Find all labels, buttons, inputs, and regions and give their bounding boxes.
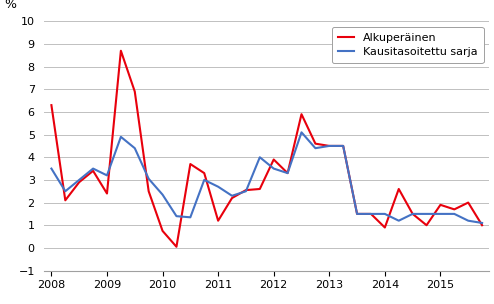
Kausitasoitettu sarja xyxy=(173,214,179,218)
Alkuperäinen xyxy=(438,203,444,207)
Alkuperäinen xyxy=(410,212,415,216)
Alkuperäinen xyxy=(479,223,485,227)
Text: %: % xyxy=(4,0,16,11)
Kausitasoitettu sarja xyxy=(160,193,165,196)
Alkuperäinen xyxy=(132,90,138,93)
Alkuperäinen xyxy=(118,49,124,53)
Alkuperäinen xyxy=(76,180,82,184)
Kausitasoitettu sarja xyxy=(62,189,68,193)
Alkuperäinen xyxy=(396,187,402,191)
Legend: Alkuperäinen, Kausitasoitettu sarja: Alkuperäinen, Kausitasoitettu sarja xyxy=(332,27,484,63)
Alkuperäinen xyxy=(187,162,193,166)
Line: Alkuperäinen: Alkuperäinen xyxy=(51,51,482,247)
Kausitasoitettu sarja xyxy=(438,212,444,216)
Kausitasoitettu sarja xyxy=(215,185,221,188)
Alkuperäinen xyxy=(257,187,263,191)
Alkuperäinen xyxy=(271,158,277,161)
Kausitasoitettu sarja xyxy=(201,178,207,182)
Kausitasoitettu sarja xyxy=(479,221,485,225)
Kausitasoitettu sarja xyxy=(327,144,332,148)
Kausitasoitettu sarja xyxy=(132,146,138,150)
Kausitasoitettu sarja xyxy=(271,167,277,171)
Kausitasoitettu sarja xyxy=(382,212,388,216)
Kausitasoitettu sarja xyxy=(465,219,471,223)
Alkuperäinen xyxy=(368,212,374,216)
Kausitasoitettu sarja xyxy=(257,155,263,159)
Kausitasoitettu sarja xyxy=(285,171,290,175)
Alkuperäinen xyxy=(327,144,332,148)
Kausitasoitettu sarja xyxy=(187,216,193,219)
Alkuperäinen xyxy=(160,229,165,233)
Kausitasoitettu sarja xyxy=(76,178,82,182)
Kausitasoitettu sarja xyxy=(243,189,249,193)
Alkuperäinen xyxy=(382,226,388,229)
Alkuperäinen xyxy=(465,201,471,204)
Alkuperäinen xyxy=(90,169,96,173)
Kausitasoitettu sarja xyxy=(104,174,110,177)
Alkuperäinen xyxy=(243,188,249,192)
Kausitasoitettu sarja xyxy=(90,167,96,171)
Alkuperäinen xyxy=(173,245,179,249)
Kausitasoitettu sarja xyxy=(312,146,318,150)
Kausitasoitettu sarja xyxy=(368,212,374,216)
Kausitasoitettu sarja xyxy=(229,194,235,198)
Kausitasoitettu sarja xyxy=(354,212,360,216)
Kausitasoitettu sarja xyxy=(410,212,415,216)
Kausitasoitettu sarja xyxy=(340,144,346,148)
Alkuperäinen xyxy=(215,219,221,223)
Kausitasoitettu sarja xyxy=(452,212,457,216)
Alkuperäinen xyxy=(201,171,207,175)
Alkuperäinen xyxy=(62,199,68,202)
Kausitasoitettu sarja xyxy=(146,177,152,181)
Kausitasoitettu sarja xyxy=(298,130,304,134)
Alkuperäinen xyxy=(146,189,152,193)
Alkuperäinen xyxy=(312,142,318,146)
Alkuperäinen xyxy=(104,192,110,195)
Alkuperäinen xyxy=(354,212,360,216)
Alkuperäinen xyxy=(340,144,346,148)
Alkuperäinen xyxy=(285,171,290,175)
Kausitasoitettu sarja xyxy=(423,212,429,216)
Alkuperäinen xyxy=(452,208,457,211)
Kausitasoitettu sarja xyxy=(118,135,124,139)
Alkuperäinen xyxy=(229,196,235,200)
Alkuperäinen xyxy=(298,112,304,116)
Line: Kausitasoitettu sarja: Kausitasoitettu sarja xyxy=(51,132,482,223)
Kausitasoitettu sarja xyxy=(396,219,402,223)
Alkuperäinen xyxy=(423,223,429,227)
Alkuperäinen xyxy=(48,103,54,107)
Kausitasoitettu sarja xyxy=(48,167,54,171)
